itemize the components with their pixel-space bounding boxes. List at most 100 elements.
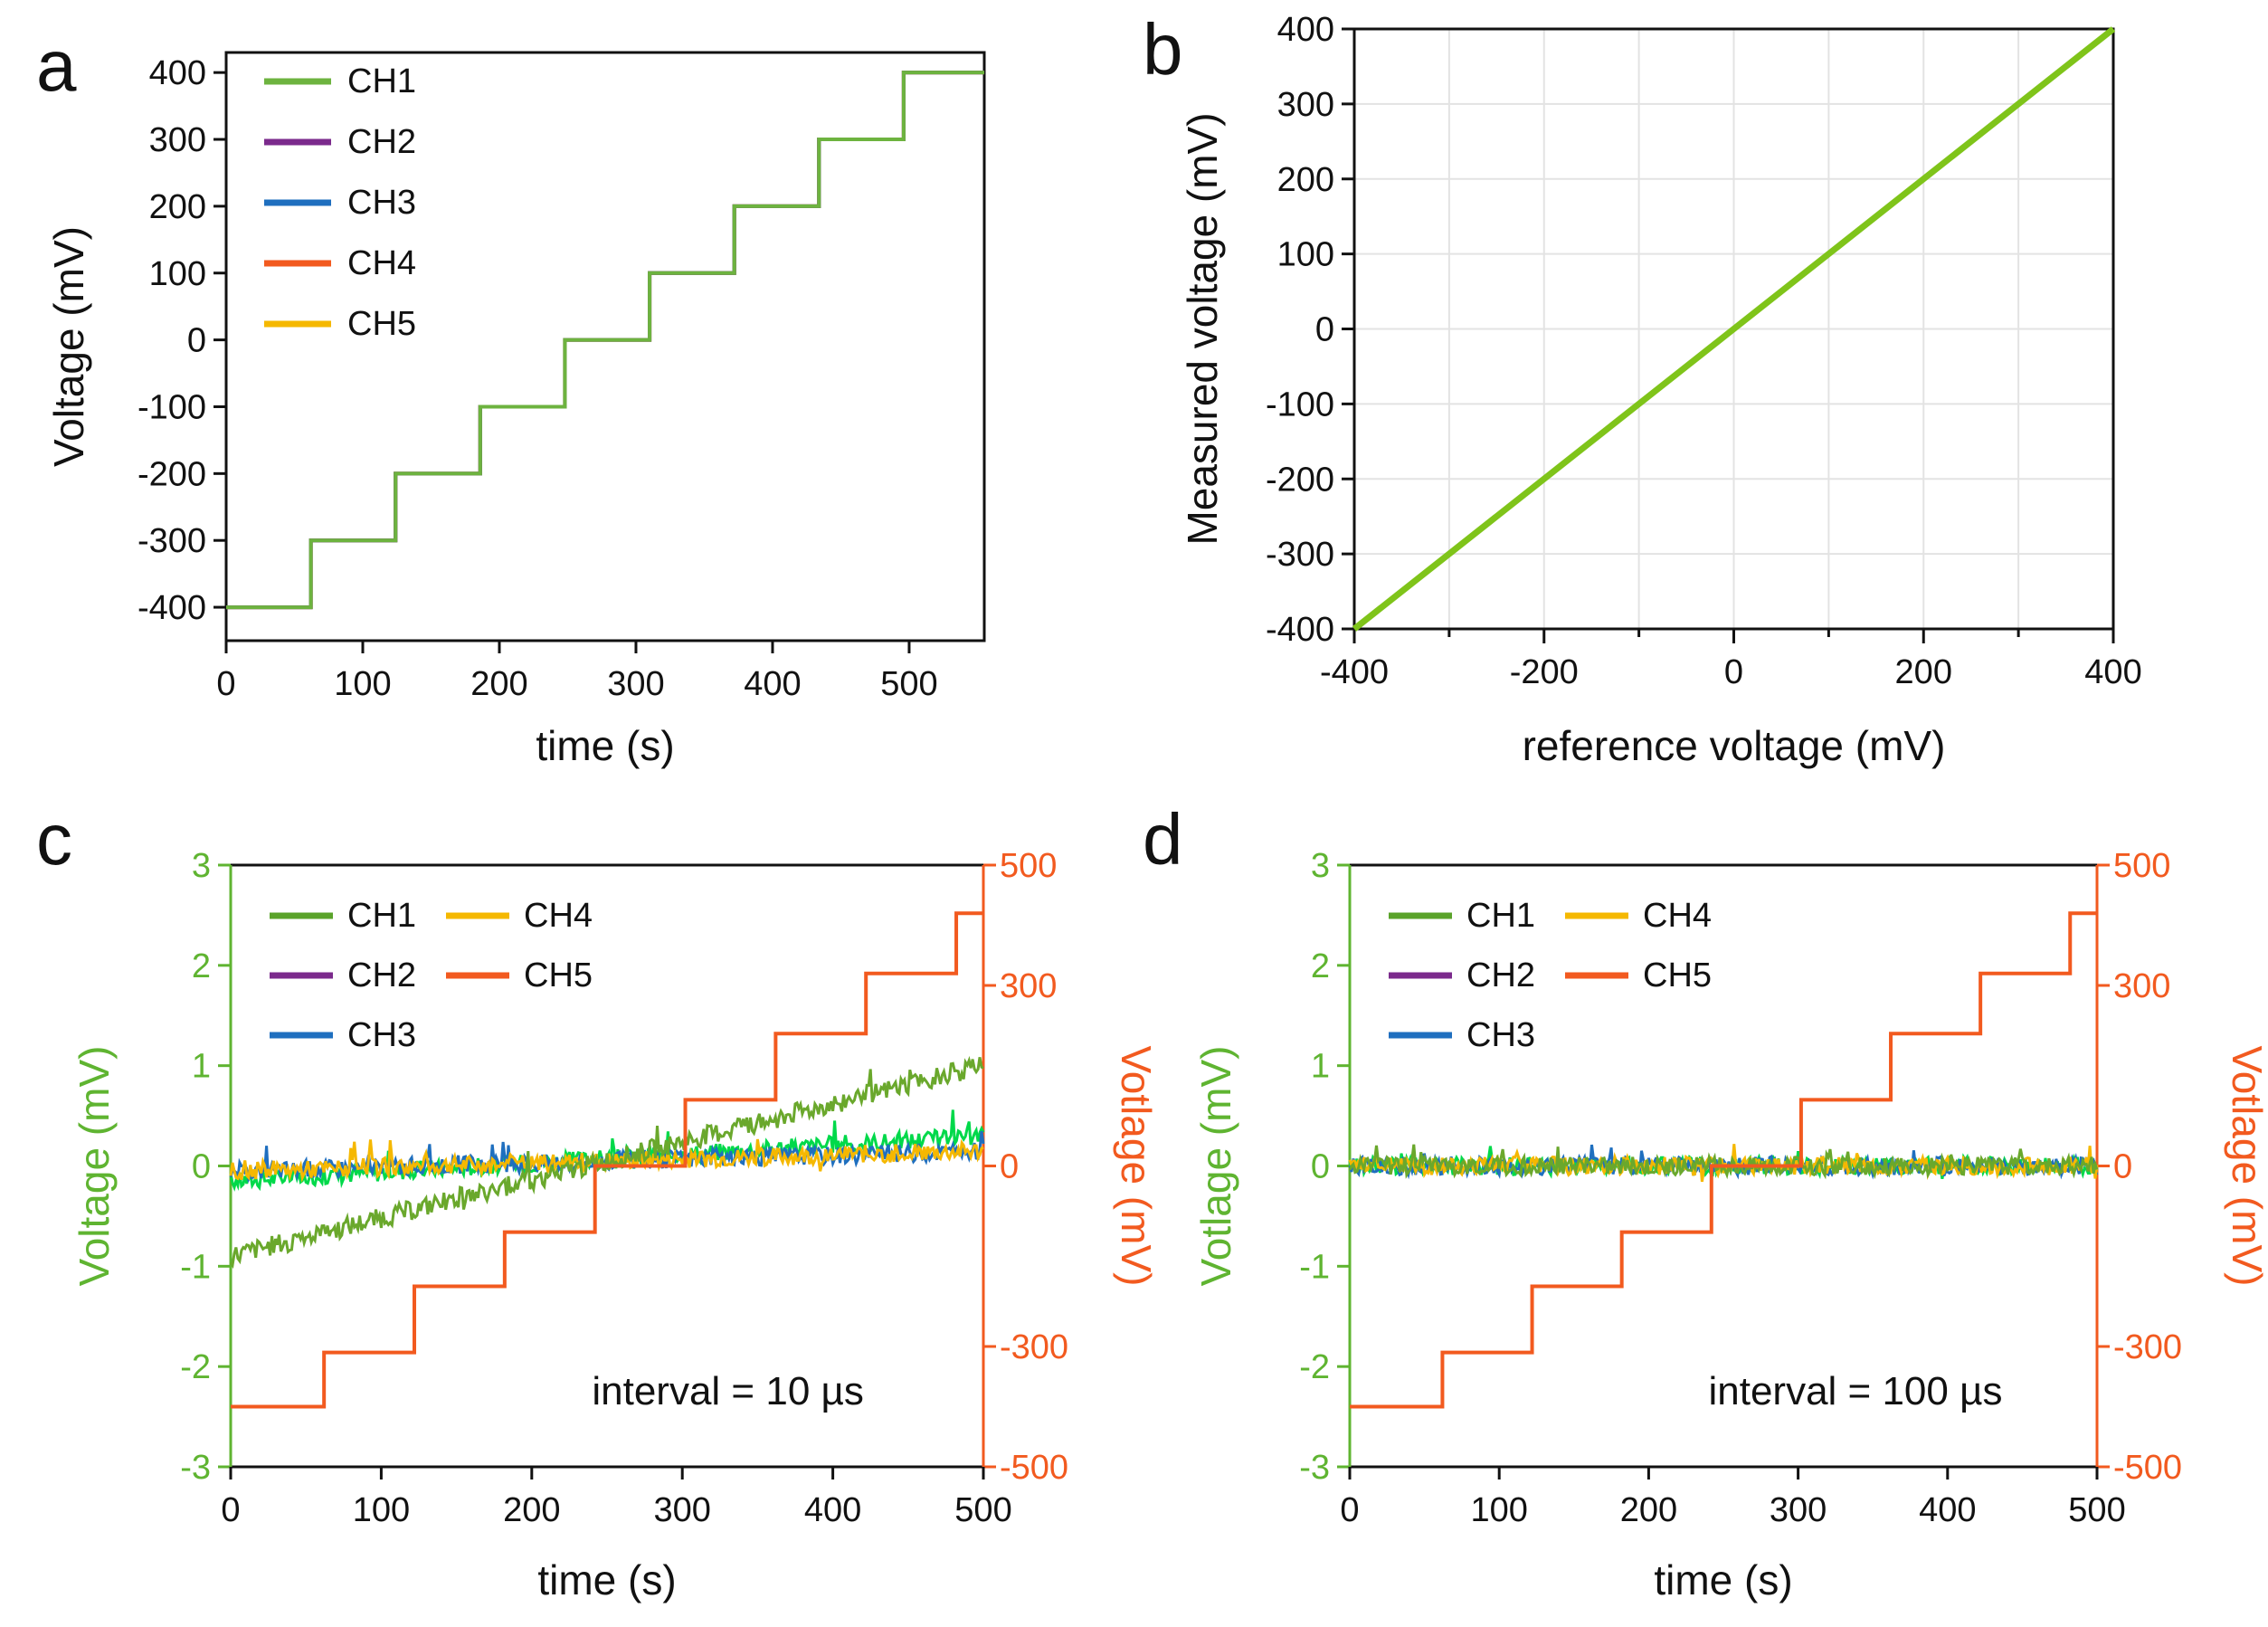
x-tick-label-d: 0 [1340,1491,1359,1529]
x-tick-label-c: 200 [503,1491,560,1529]
series-line-d-CH5-step [1350,911,2097,1409]
y-axis-label-a: Voltage (mV) [45,226,92,467]
y-tick-label-a: 300 [149,121,206,159]
legend-label-c: CH5 [524,956,593,994]
y-tick-label-b: -300 [1266,536,1334,574]
x-tick-label-b: -400 [1320,653,1389,691]
legend-label-d: CH2 [1466,956,1535,994]
y-left-tick-label-d: -2 [1299,1348,1330,1386]
y-right-tick-label-c: 500 [1000,847,1057,885]
y-left-tick-label-d: 0 [1311,1148,1330,1186]
y-tick-label-a: -200 [138,455,206,493]
y-left-tick-label-d: -3 [1299,1449,1330,1487]
x-tick-label-a: 500 [880,665,937,703]
y-left-tick-label-d: -1 [1299,1248,1330,1286]
x-tick-label-d: 300 [1770,1491,1827,1529]
panel-c: c 3 2 1 0 -1 -2 -3 500 300 0 -300 -500 0 100 200 300 400 5… [36,799,1160,1603]
legend-label-d: CH3 [1466,1016,1535,1054]
series-line-d-CH4-noise [1348,1144,2099,1183]
x-axis-label-d: time (s) [1654,1556,1792,1603]
y-axis-label-b: Measured voltage (mV) [1179,112,1226,545]
y-left-tick-label-c: -2 [180,1348,211,1386]
y-right-tick-label-d: 500 [2113,847,2170,885]
y-right-axis-label-d: Votlage (mV) [2224,1046,2268,1287]
series-line-c-CH1-noise [229,1055,984,1270]
y-right-tick-label-c: -500 [1000,1449,1068,1487]
y-left-tick-label-c: 0 [192,1148,211,1186]
x-tick-label-c: 400 [804,1491,861,1529]
y-left-axis-label-d: Votlage (mV) [1192,1046,1239,1287]
y-tick-label-a: 0 [187,322,206,360]
x-axis-label-b: reference voltage (mV) [1523,722,1946,769]
x-tick-label-a: 0 [216,665,235,703]
legend-label-c: CH1 [347,897,416,935]
panel-label-d: d [1143,799,1183,880]
panel-b: b 400 300 200 100 0 -100 -200 -300 -400 -400 -200 0 2… [1143,9,2142,769]
panel-label-a: a [36,25,77,106]
x-tick-label-d: 100 [1470,1491,1527,1529]
y-left-axis-label-c: Voltage (mV) [71,1046,118,1287]
y-tick-label-b: 400 [1277,11,1334,49]
y-left-tick-label-d: 2 [1311,947,1330,985]
legend-label-a: CH2 [347,123,416,161]
legend-label-a: CH3 [347,184,416,222]
y-left-tick-label-c: 1 [192,1048,211,1086]
panel-label-b: b [1143,9,1183,90]
y-tick-label-b: -200 [1266,461,1334,499]
annotation-d: interval = 100 µs [1708,1369,2002,1413]
y-left-tick-label-c: -1 [180,1248,211,1286]
y-tick-label-b: 200 [1277,161,1334,199]
y-tick-label-b: -100 [1266,385,1334,423]
legend-label-d: CH5 [1643,956,1712,994]
x-tick-label-a: 200 [470,665,527,703]
y-tick-label-a: 100 [149,255,206,293]
y-left-tick-label-d: 3 [1311,847,1330,885]
legend-label-d: CH1 [1466,897,1535,935]
x-tick-label-a: 300 [607,665,664,703]
x-tick-label-c: 300 [653,1491,710,1529]
legend-label-a: CH5 [347,305,416,343]
x-tick-label-b: -200 [1510,653,1579,691]
y-tick-label-a: 400 [149,54,206,92]
x-tick-label-a: 100 [334,665,391,703]
x-tick-label-a: 400 [744,665,801,703]
y-right-tick-label-d: 300 [2113,967,2170,1005]
y-right-tick-label-c: -300 [1000,1328,1068,1366]
y-right-tick-label-c: 300 [1000,967,1057,1005]
y-right-tick-label-d: -500 [2113,1449,2182,1487]
y-left-tick-label-c: 3 [192,847,211,885]
legend-label-c: CH3 [347,1016,416,1054]
y-right-tick-label-c: 0 [1000,1148,1019,1186]
legend-label-c: CH4 [524,897,593,935]
legend-label-c: CH2 [347,956,416,994]
legend-label-a: CH4 [347,244,416,282]
x-tick-label-b: 0 [1724,653,1743,691]
x-tick-label-b: 400 [2084,653,2141,691]
y-tick-label-b: 0 [1315,311,1334,349]
x-tick-label-d: 500 [2068,1491,2125,1529]
y-tick-label-a: -400 [138,589,206,627]
series-line-b [1352,26,2116,632]
x-tick-label-d: 200 [1620,1491,1677,1529]
y-tick-label-b: -400 [1266,611,1334,649]
panel-label-c: c [36,799,72,880]
y-left-tick-label-d: 1 [1311,1048,1330,1086]
x-tick-label-c: 0 [221,1491,240,1529]
panel-a: a 400 300 200 100 0 -100 -200 -300 -400 0 100 200 300… [36,25,986,769]
x-tick-label-b: 200 [1895,653,1952,691]
series-line-a-top [226,71,984,609]
y-tick-label-a: -300 [138,522,206,560]
x-axis-label-c: time (s) [537,1556,676,1603]
series-line-c-CH5-step [231,911,983,1409]
y-tick-label-b: 300 [1277,86,1334,124]
annotation-c: interval = 10 µs [592,1369,864,1413]
y-left-tick-label-c: 2 [192,947,211,985]
x-tick-label-c: 500 [954,1491,1011,1529]
y-right-tick-label-d: 0 [2113,1148,2132,1186]
x-tick-label-c: 100 [353,1491,410,1529]
legend-label-a: CH1 [347,62,416,100]
x-tick-label-d: 400 [1919,1491,1976,1529]
y-right-axis-label-c: Votlage (mV) [1113,1046,1160,1287]
legend-label-d: CH4 [1643,897,1712,935]
